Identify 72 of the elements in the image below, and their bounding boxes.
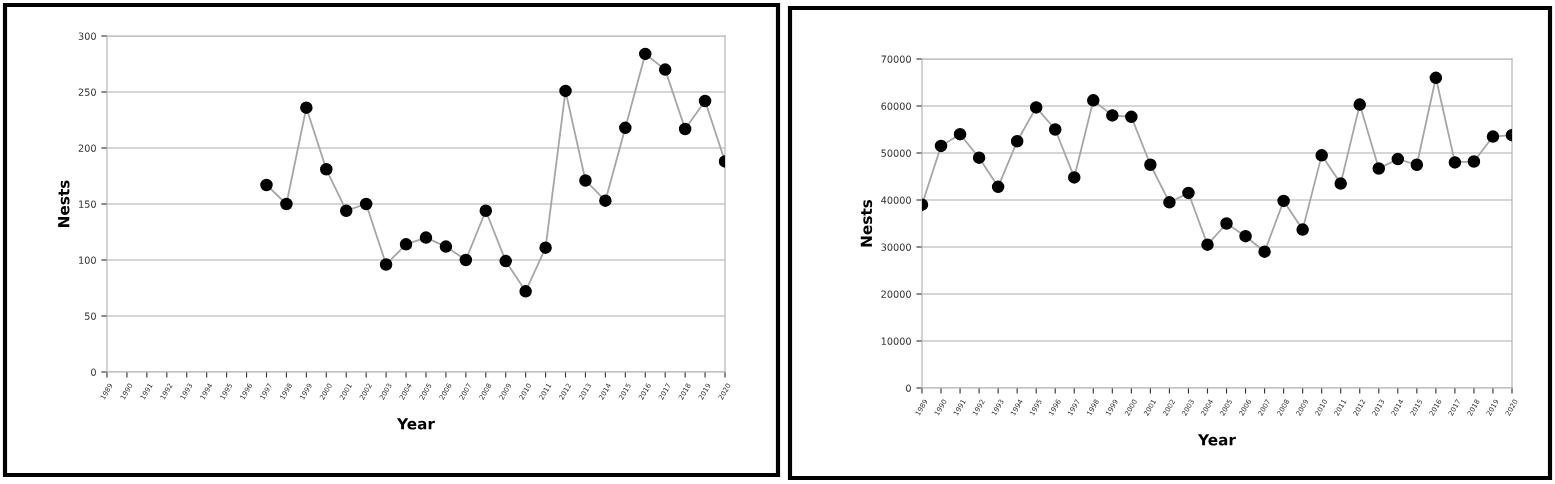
point (678, 122, 692, 136)
point (599, 194, 612, 207)
point (639, 47, 652, 61)
point (1258, 245, 1271, 258)
point (1410, 158, 1424, 172)
point (1467, 155, 1481, 168)
y-tick-label: 40000 (881, 196, 911, 204)
point (1372, 162, 1386, 175)
y-axis-title: Nests (860, 199, 873, 247)
point (260, 178, 273, 192)
point (1220, 217, 1233, 230)
y-tick-label: 50 (84, 312, 96, 320)
y-tick-label: 10000 (881, 337, 911, 345)
point (698, 94, 712, 108)
point (559, 84, 572, 98)
y-tick-label: 20000 (881, 290, 911, 298)
y-tick-label: 60000 (881, 102, 911, 110)
point (499, 254, 512, 268)
point (539, 241, 552, 254)
point (1448, 156, 1462, 169)
point (1010, 134, 1024, 148)
point (1353, 98, 1366, 111)
point (359, 197, 373, 211)
point (280, 197, 293, 211)
point (991, 180, 1005, 194)
point (379, 258, 393, 271)
point (1201, 238, 1214, 251)
y-axis-title: Nests (58, 180, 70, 227)
point (300, 101, 313, 114)
point (1144, 158, 1157, 172)
point (953, 127, 967, 141)
point (1429, 71, 1443, 85)
point (1334, 177, 1347, 190)
point (1182, 186, 1195, 200)
point (1296, 223, 1309, 236)
point (1106, 109, 1119, 122)
y-tick-label: 50000 (881, 149, 911, 157)
point (934, 139, 948, 153)
point (1315, 149, 1328, 162)
point (1048, 123, 1062, 136)
point (399, 238, 413, 251)
point (1068, 171, 1081, 184)
point (479, 204, 493, 217)
point (1239, 229, 1252, 243)
point (579, 174, 592, 187)
y-tick-label: 200 (78, 144, 96, 152)
x-axis-title: Year (1197, 434, 1236, 446)
y-tick-label: 250 (78, 88, 96, 96)
y-tick-label: 100 (79, 256, 96, 264)
point (619, 121, 632, 135)
point (320, 163, 333, 176)
point (1163, 196, 1176, 209)
point (1029, 101, 1043, 114)
point (459, 253, 473, 267)
x-axis-title: Year (396, 418, 435, 430)
point (419, 231, 433, 244)
point (1486, 130, 1500, 143)
y-tick-label: 70000 (881, 55, 911, 63)
point (658, 63, 672, 76)
y-tick-label: 0 (906, 384, 911, 392)
y-tick-label: 30000 (881, 243, 911, 251)
point (972, 151, 986, 164)
point (1277, 194, 1290, 208)
point (1087, 94, 1100, 107)
y-tick-label: 0 (91, 368, 96, 376)
y-tick-label: 300 (78, 32, 96, 40)
point (1125, 110, 1138, 124)
point (339, 204, 353, 217)
point (1391, 152, 1405, 166)
point (519, 285, 532, 298)
point (439, 240, 453, 253)
y-tick-label: 150 (79, 200, 96, 208)
